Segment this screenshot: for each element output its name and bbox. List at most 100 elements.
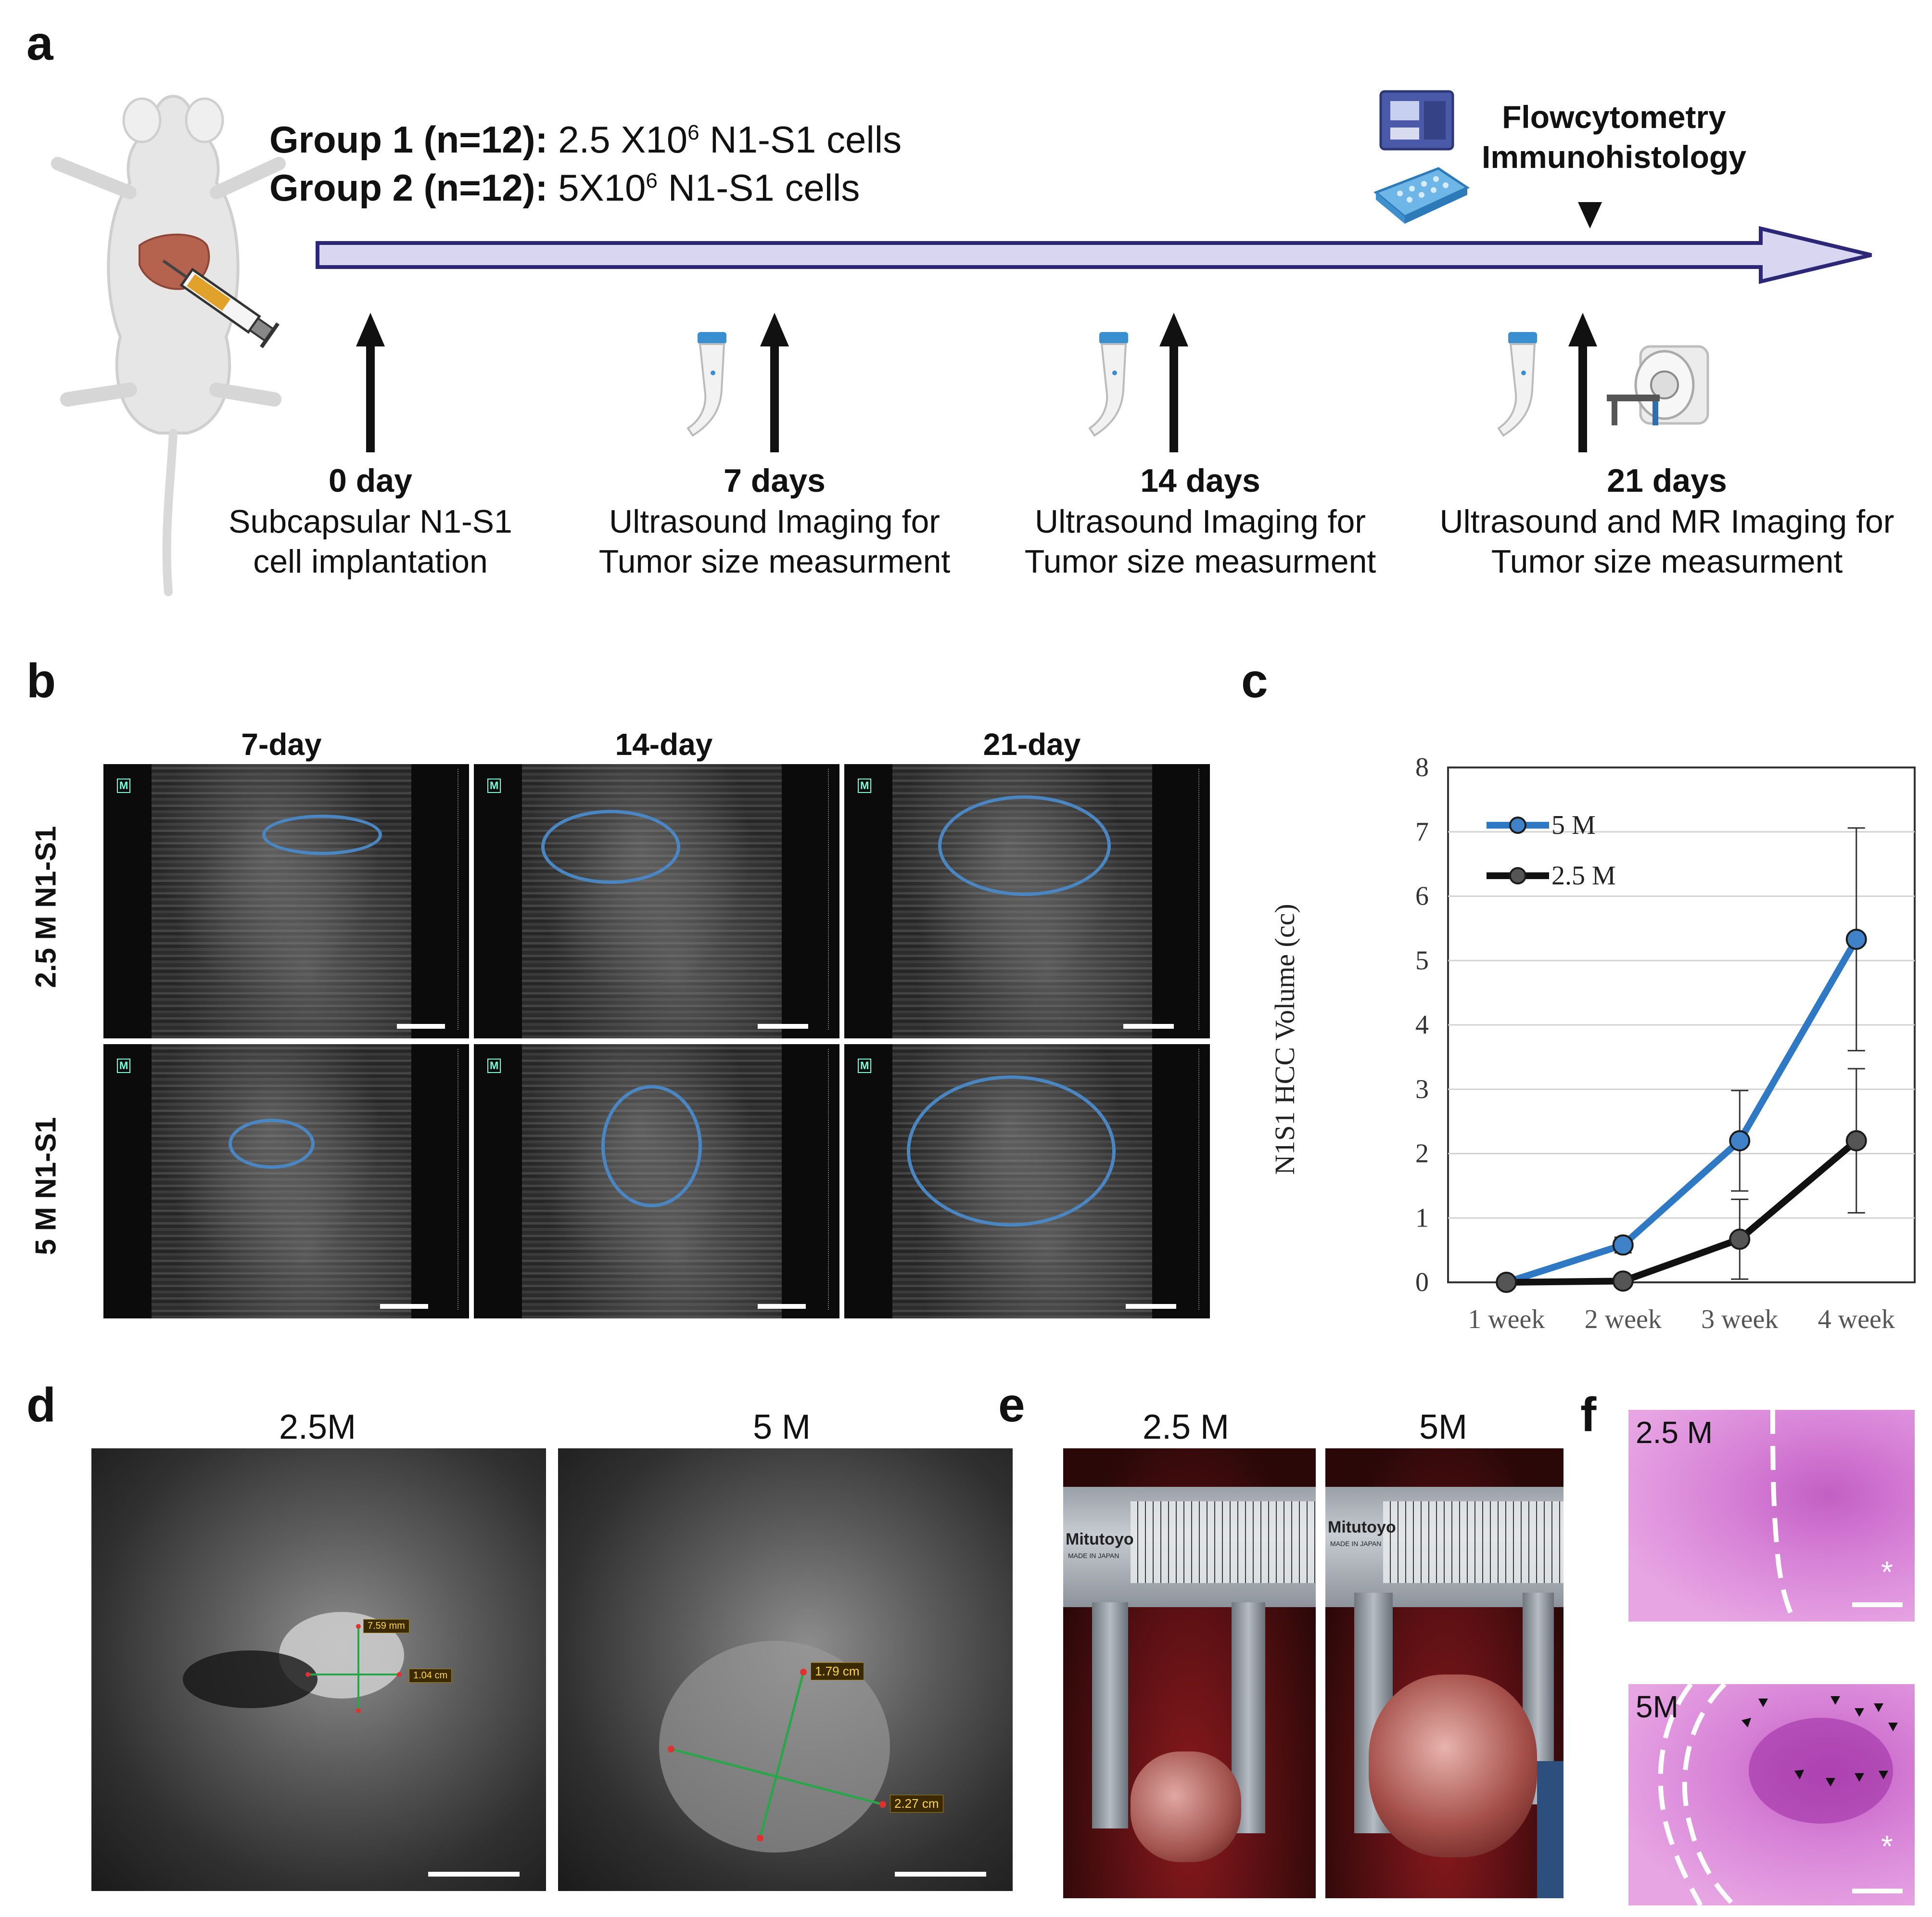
group1-cells: 2.5 X106 N1-S1 cells [558, 118, 902, 161]
tumor-specimen [1131, 1751, 1241, 1862]
timepoint-arrow-0 [356, 313, 385, 452]
timepoint-title-21: 21 days [1607, 462, 1727, 499]
marker-m: M [487, 779, 501, 793]
scale-bar [397, 1024, 445, 1029]
y-tick-label: 4 [1415, 1010, 1429, 1040]
caliper-photo-2-5m: Mitutoyo MADE IN JAPAN [1063, 1448, 1316, 1898]
timeline-arrow [316, 226, 1872, 284]
row-label-5m: 5 M N1-S1 [29, 1117, 62, 1255]
y-tick-label: 1 [1415, 1203, 1429, 1233]
timepoint-arrow-7 [760, 313, 789, 452]
mri-measure-label: 2.27 cm [890, 1795, 943, 1813]
mri-label-5m: 5 M [752, 1408, 811, 1446]
panel-letter-b: b [26, 654, 56, 708]
legend-swatch-marker [1509, 867, 1526, 884]
timepoint-desc-0-line2: cell implantation [253, 543, 488, 580]
timepoint-title-14: 14 days [1140, 462, 1260, 499]
y-tick-label: 3 [1415, 1074, 1429, 1104]
tumor-specimen [1369, 1674, 1537, 1857]
histology-image-5m: 5M * [1628, 1684, 1915, 1905]
ultrasound-probe-icon [686, 332, 726, 437]
y-tick-label: 8 [1415, 753, 1429, 782]
timepoint-desc-0-line1: Subcapsular N1-S1 [229, 503, 512, 540]
group2-line: Group 2 (n=12): 5X106 N1-S1 cells [269, 166, 860, 210]
panel-letter-c: c [1241, 654, 1268, 708]
mri-scanner-icon [1607, 345, 1709, 425]
y-tick-label: 7 [1415, 817, 1429, 847]
caliper-photo-5m: Mitutoyo MADE IN JAPAN [1325, 1448, 1563, 1898]
scale-bar [895, 1872, 986, 1877]
marker-m: M [858, 1059, 872, 1073]
col-label-14-day: 14-day [615, 727, 713, 762]
caliper-brand: Mitutoyo [1328, 1518, 1396, 1536]
scale-bar [1852, 1889, 1903, 1893]
caliper-brand-sub: MADE IN JAPAN [1068, 1552, 1119, 1559]
histology-image-2-5m: 2.5 M * [1628, 1410, 1915, 1622]
ultrasound-probe-icon [1497, 332, 1537, 437]
tumor-outline [907, 1075, 1116, 1227]
mri-image-5m: 1.79 cm 2.27 cm [558, 1448, 1013, 1891]
mouse-illustration [51, 94, 286, 596]
group1-label: Group 1 (n=12): [269, 118, 548, 161]
y-tick-label: 2 [1415, 1139, 1429, 1169]
tumor-boundary-overlay [1658, 1684, 1898, 1905]
tumor-boundary-overlay [1770, 1410, 1797, 1622]
photo-label-5m: 5M [1419, 1408, 1468, 1446]
data-point [1729, 1228, 1751, 1250]
marker-m: M [117, 1059, 131, 1073]
timepoint-desc-21-line1: Ultrasound and MR Imaging for [1439, 503, 1894, 540]
ultrasound-image-2-5m-7day: M [103, 764, 469, 1038]
timepoint-arrow-14 [1159, 313, 1188, 452]
endpoint-immunohistology: Immunohistology [1482, 139, 1746, 175]
timepoint-desc-14-line1: Ultrasound Imaging for [1035, 503, 1366, 540]
tumor-outline [541, 810, 680, 884]
panel-letter-a: a [26, 16, 53, 70]
caliper-brand-sub: MADE IN JAPAN [1330, 1540, 1382, 1547]
timepoint-title-0: 0 day [329, 462, 412, 499]
scale-bar [1123, 1024, 1174, 1029]
mri-measure-label: 1.04 cm [409, 1669, 452, 1683]
ultrasound-image-2-5m-14day: M [474, 764, 839, 1038]
data-point [1612, 1234, 1634, 1256]
histology-label: 2.5 M [1636, 1415, 1713, 1450]
ultrasound-image-2-5m-21day: M [844, 764, 1210, 1038]
panel-letter-e: e [998, 1378, 1025, 1432]
y-tick-label: 6 [1415, 882, 1429, 911]
caliper-ruler [1383, 1501, 1563, 1583]
ultrasound-probe-icon [1088, 332, 1128, 437]
data-point [1496, 1272, 1517, 1293]
timepoint-arrow-21 [1568, 313, 1597, 452]
timepoint-title-7: 7 days [724, 462, 826, 499]
scale-bar [428, 1872, 520, 1877]
timepoint-desc-14-line2: Tumor size measurment [1024, 543, 1376, 580]
row-label-2-5m: 2.5 M N1-S1 [29, 826, 62, 988]
scale-bar [758, 1024, 808, 1029]
scale-bar [1852, 1602, 1903, 1607]
data-point [1845, 929, 1867, 950]
data-point [1612, 1270, 1634, 1292]
mri-measurement-overlay [183, 1612, 404, 1713]
timepoint-desc-21-line2: Tumor size measurment [1491, 543, 1843, 580]
scale-bar [1126, 1304, 1176, 1309]
tumor-outline [601, 1085, 702, 1207]
x-tick-label: 1 week [1468, 1304, 1545, 1334]
series-line-0 [1505, 937, 1859, 1286]
group1-line: Group 1 (n=12): 2.5 X106 N1-S1 cells [269, 118, 902, 162]
tumor-outline [262, 815, 382, 855]
x-tick-label: 2 week [1585, 1304, 1662, 1334]
ultrasound-image-5m-14day: M [474, 1044, 839, 1318]
data-point [1729, 1130, 1751, 1151]
tumor-asterisk: * [1881, 1829, 1893, 1864]
caliper-brand: Mitutoyo [1066, 1530, 1134, 1548]
caliper-jaw [1092, 1602, 1128, 1828]
tumor-outline [938, 795, 1111, 896]
scale-bar [758, 1304, 806, 1309]
scale-bar [380, 1304, 428, 1309]
legend-label: 2.5 M [1551, 861, 1616, 891]
ultrasound-image-5m-7day: M [103, 1044, 469, 1318]
series-line-1 [1506, 1138, 1859, 1286]
timepoint-desc-7-line1: Ultrasound Imaging for [609, 503, 940, 540]
group2-label: Group 2 (n=12): [269, 166, 548, 209]
y-axis-label: N1S1 HCC Volume (cc) [1269, 904, 1300, 1175]
mri-measure-label: 1.79 cm [811, 1662, 864, 1680]
